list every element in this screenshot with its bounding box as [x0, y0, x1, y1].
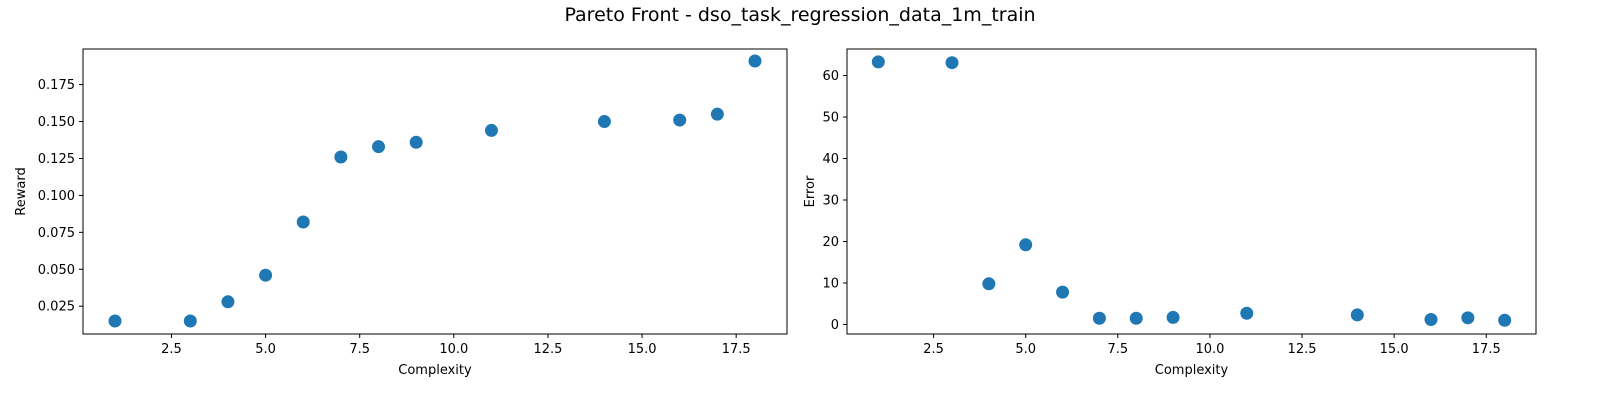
reward-point-12 — [748, 54, 762, 68]
error-ytick-label-0: 0 — [831, 318, 839, 333]
reward-point-9 — [597, 115, 611, 129]
error-point-4 — [1056, 285, 1070, 299]
error-points — [871, 55, 1512, 327]
error-xtick-label-3: 10.0 — [1195, 342, 1224, 357]
reward-point-1 — [183, 314, 197, 328]
reward-y-axis-label: Reward — [14, 167, 29, 215]
error-y-axis-label: Error — [803, 175, 818, 207]
error-point-9 — [1350, 308, 1364, 322]
error-xtick-label-0: 2.5 — [923, 342, 944, 357]
error-ytick-label-2: 20 — [822, 235, 839, 250]
error-xtick-label-1: 5.0 — [1015, 342, 1036, 357]
error-xtick-label-5: 15.0 — [1380, 342, 1409, 357]
reward-xtick-label-2: 7.5 — [349, 342, 370, 357]
reward-axes-frame — [82, 48, 788, 335]
reward-xtick-label-6: 17.5 — [722, 342, 751, 357]
reward-xtick-label-1: 5.0 — [255, 342, 276, 357]
reward-point-2 — [221, 295, 235, 309]
reward-point-6 — [372, 140, 386, 154]
error-point-2 — [982, 277, 996, 291]
reward-point-11 — [710, 107, 724, 121]
error-ytick-label-6: 60 — [822, 69, 839, 84]
error-ytick-label-3: 30 — [822, 194, 839, 209]
reward-ytick-label-2: 0.075 — [38, 226, 75, 241]
error-point-12 — [1498, 313, 1512, 327]
reward-point-10 — [673, 113, 687, 127]
reward-xtick-label-3: 10.0 — [439, 342, 468, 357]
error-point-5 — [1092, 311, 1106, 325]
error-axes-frame — [846, 48, 1537, 335]
reward-ytick-label-6: 0.175 — [38, 78, 75, 93]
reward-ytick-label-1: 0.050 — [38, 263, 75, 278]
reward-chart: 2.5 5.0 7.5 10.0 12.5 15.0 17.5 0.025 0.050 0.075… — [14, 48, 788, 378]
error-x-axis-label: Complexity — [1155, 363, 1229, 378]
reward-point-0 — [108, 314, 122, 328]
error-ytick-label-1: 10 — [822, 276, 839, 291]
reward-x-axis-label: Complexity — [398, 363, 472, 378]
reward-xtick-label-0: 2.5 — [161, 342, 182, 357]
error-point-0 — [871, 55, 885, 69]
error-point-11 — [1461, 311, 1475, 325]
reward-point-8 — [484, 123, 498, 137]
error-point-8 — [1240, 306, 1254, 320]
error-ytick-label-4: 40 — [822, 152, 839, 167]
reward-xtick-label-4: 12.5 — [533, 342, 562, 357]
reward-points — [108, 54, 762, 328]
reward-point-4 — [296, 215, 310, 229]
error-point-3 — [1019, 238, 1033, 252]
reward-xtick-label-5: 15.0 — [628, 342, 657, 357]
error-point-10 — [1424, 312, 1438, 326]
reward-point-3 — [259, 268, 273, 282]
error-xtick-label-4: 12.5 — [1288, 342, 1317, 357]
reward-point-5 — [334, 150, 348, 164]
error-xtick-label-6: 17.5 — [1472, 342, 1501, 357]
reward-ytick-label-3: 0.100 — [38, 189, 75, 204]
error-point-7 — [1166, 310, 1180, 324]
error-xtick-label-2: 7.5 — [1107, 342, 1128, 357]
figure-title: Pareto Front - dso_task_regression_data_… — [564, 4, 1036, 26]
error-ytick-label-5: 50 — [822, 111, 839, 126]
reward-ytick-label-5: 0.150 — [38, 115, 75, 130]
reward-ytick-label-4: 0.125 — [38, 152, 75, 167]
error-point-1 — [945, 56, 959, 70]
error-chart: 2.5 5.0 7.5 10.0 12.5 15.0 17.5 0 10 20 30 40 50 60 Co… — [803, 48, 1537, 378]
reward-point-7 — [409, 135, 423, 149]
reward-ytick-label-0: 0.025 — [38, 300, 75, 315]
error-point-6 — [1129, 311, 1143, 325]
